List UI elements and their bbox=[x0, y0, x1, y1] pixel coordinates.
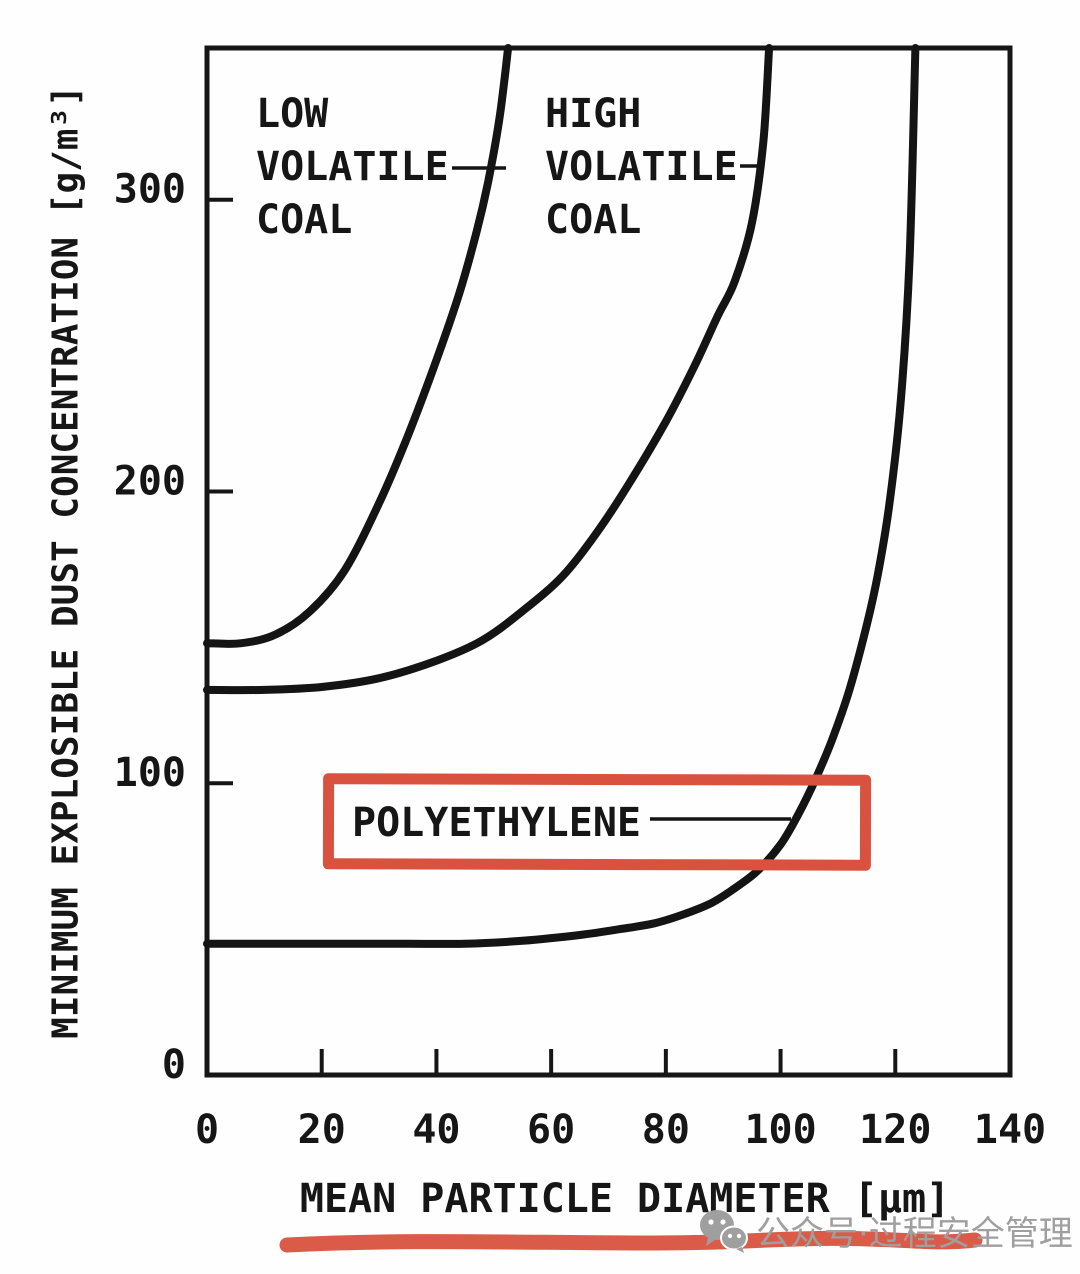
watermark-text: 公众号·过程安全管理 bbox=[756, 1214, 1073, 1254]
y-tick-label: 0 bbox=[162, 1042, 186, 1088]
watermark: 公众号·过程安全管理 bbox=[698, 1206, 1073, 1255]
label-low-volatile-coal: LOW VOLATILE COAL bbox=[256, 88, 449, 247]
label-line: HIGH bbox=[545, 91, 642, 137]
label-line: VOLATILE bbox=[545, 144, 738, 190]
x-tick-label: 80 bbox=[642, 1107, 690, 1153]
x-tick-label: 0 bbox=[195, 1107, 219, 1153]
x-axis-title: MEAN PARTICLE DIAMETER [µm] bbox=[299, 1176, 951, 1222]
y-tick-label: 200 bbox=[114, 458, 186, 504]
curve-high-volatile-coal bbox=[203, 44, 774, 695]
label-polyethylene: POLYETHYLENE bbox=[352, 800, 641, 846]
y-tick-label: 100 bbox=[114, 750, 186, 796]
wechat-icon bbox=[700, 1209, 748, 1253]
curve-polyethylene bbox=[203, 44, 920, 948]
label-line: COAL bbox=[256, 197, 353, 243]
label-line: COAL bbox=[545, 197, 642, 243]
x-tick-label: 40 bbox=[412, 1107, 460, 1153]
x-tick-label: 20 bbox=[298, 1107, 346, 1153]
x-tick-label: 60 bbox=[527, 1107, 575, 1153]
x-tick-label: 120 bbox=[859, 1107, 931, 1153]
label-line: VOLATILE bbox=[256, 144, 449, 190]
label-line: LOW bbox=[256, 91, 329, 137]
y-tick-label: 300 bbox=[114, 167, 186, 213]
label-high-volatile-coal: HIGH VOLATILE COAL bbox=[545, 88, 738, 247]
x-tick-label: 100 bbox=[744, 1107, 816, 1153]
x-tick-label: 140 bbox=[974, 1107, 1046, 1153]
curve-low-volatile-coal bbox=[203, 44, 513, 648]
plot-border bbox=[204, 45, 1013, 1078]
y-axis-title: MINIMUM EXPLOSIBLE DUST CONCENTRATION [g… bbox=[45, 85, 87, 1039]
